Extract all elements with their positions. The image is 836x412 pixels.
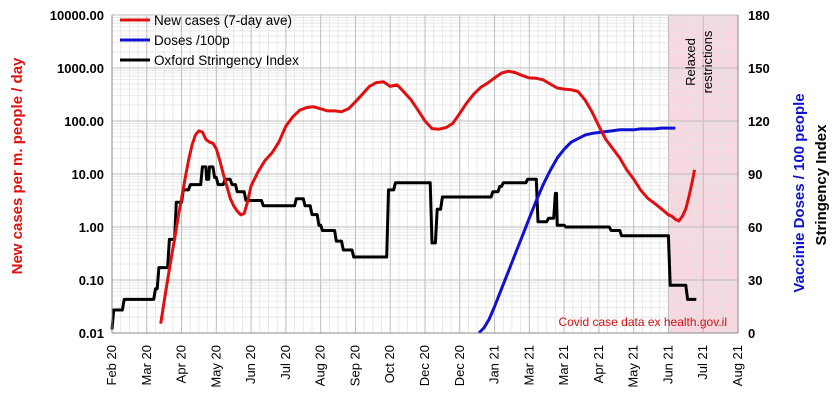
- x-tick-label: Jul 20: [278, 345, 293, 380]
- y-right-tick-label: 90: [748, 167, 762, 182]
- series-line-1: [477, 126, 676, 335]
- legend-label-stringency: Oxford Stringency Index: [154, 53, 299, 68]
- x-tick-label: Jan 21: [487, 345, 502, 384]
- x-tick-label: Oct 20: [382, 345, 397, 383]
- tick-labels: 10000.00 1000.00 100.00 10.00 1.00 0.10 0.01 18…: [50, 8, 770, 388]
- y-right-tick-label: 60: [748, 220, 762, 235]
- x-tick-label: Jun 21: [660, 345, 675, 384]
- y-right-axis-label-2: Stringency Index: [813, 124, 830, 246]
- x-tick-label: Jul 21: [695, 345, 710, 380]
- y-right-tick-label: 30: [748, 273, 762, 288]
- x-tick-label: Aug 20: [313, 345, 328, 386]
- y-left-tick-label: 1000.00: [57, 61, 104, 76]
- x-tick-label: Mar 21: [521, 345, 536, 385]
- axes: [111, 15, 739, 334]
- legend: New cases (7-day ave) Doses /100p Oxford…: [120, 13, 299, 68]
- y-right-axis-label: Vaccinie Doses / 100 people: [791, 93, 808, 292]
- shaded-region-label-line2: restrictions: [700, 30, 715, 93]
- x-tick-label: Sep 20: [347, 345, 362, 386]
- y-right-tick-label: 120: [748, 114, 770, 129]
- series-line-2: [110, 165, 697, 330]
- x-tick-label: May 21: [626, 345, 641, 388]
- x-tick-label: Dec 20: [452, 345, 467, 386]
- y-left-tick-label: 0.10: [79, 273, 104, 288]
- x-tick-label: Apr 20: [174, 345, 189, 383]
- x-tick-label: Aug 21: [730, 345, 745, 386]
- y-right-tick-label: 150: [748, 61, 770, 76]
- series-line-0: [159, 69, 696, 324]
- x-tick-label: Apr 21: [591, 345, 606, 383]
- y-right-tick-label: 0: [748, 326, 755, 341]
- x-tick-label: Feb 20: [104, 345, 119, 385]
- legend-label-new-cases: New cases (7-day ave): [154, 13, 292, 28]
- y-left-tick-label: 1.00: [79, 220, 104, 235]
- series-lines: [110, 69, 697, 335]
- y-left-tick-label: 0.01: [79, 326, 104, 341]
- x-tick-label: Mar 21: [556, 345, 571, 385]
- y-left-tick-label: 10000.00: [50, 8, 104, 23]
- x-tick-label: Dec 20: [417, 345, 432, 386]
- x-tick-label: May 20: [208, 345, 223, 388]
- y-left-axis-label: New cases per m. people / day: [9, 57, 26, 274]
- y-left-tick-label: 10.00: [71, 167, 104, 182]
- legend-label-doses: Doses /100p: [154, 33, 230, 48]
- shaded-region-label-line1: Relaxed: [683, 38, 698, 86]
- y-right-tick-label: 180: [748, 8, 770, 23]
- data-credit-annotation: Covid case data ex health.gov.il: [558, 315, 727, 329]
- x-tick-label: Jun 20: [243, 345, 258, 384]
- x-tick-label: Mar 20: [139, 345, 154, 385]
- y-left-tick-label: 100.00: [64, 114, 104, 129]
